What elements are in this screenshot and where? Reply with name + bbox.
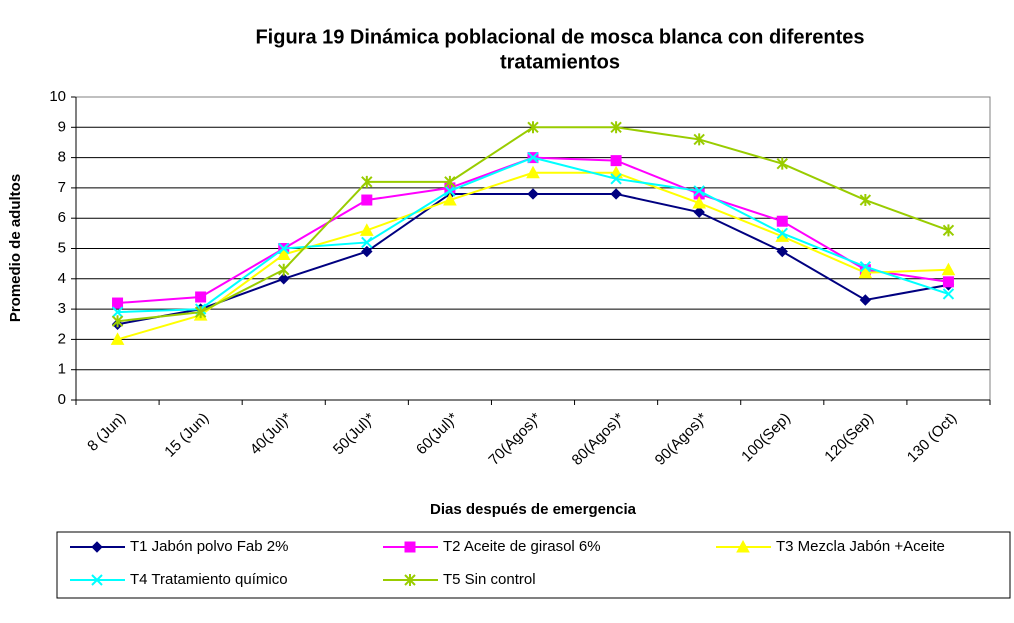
- legend-label: T3 Mezcla Jabón +Aceite: [776, 538, 945, 555]
- y-tick-label: 10: [49, 88, 66, 105]
- y-tick-label: 2: [58, 330, 66, 347]
- y-axis-title: Promedio de adultos: [7, 174, 24, 322]
- x-tick-label: 15 (Jun): [161, 410, 212, 461]
- marker: [361, 175, 373, 188]
- marker: [859, 294, 872, 306]
- marker: [858, 265, 873, 279]
- marker: [776, 157, 788, 170]
- y-tick-label: 1: [58, 361, 66, 378]
- x-tick-label: 40(Jul)*: [247, 409, 296, 458]
- marker: [444, 175, 456, 188]
- marker: [112, 297, 124, 309]
- marker: [527, 151, 539, 164]
- marker: [444, 185, 456, 197]
- y-tick-label: 3: [58, 300, 66, 317]
- legend-label: T2 Aceite de girasol 6%: [443, 538, 601, 555]
- marker: [776, 215, 788, 227]
- y-tick-label: 0: [58, 391, 66, 408]
- legend-label: T4 Tratamiento químico: [130, 571, 288, 588]
- series-line: [117, 192, 949, 326]
- marker: [526, 165, 540, 179]
- x-tick-label: 80(Agos)*: [569, 410, 628, 469]
- marker: [610, 155, 622, 167]
- marker: [276, 247, 291, 261]
- x-tick-label: 50(Jul)*: [330, 409, 379, 458]
- marker: [111, 315, 124, 328]
- marker: [278, 242, 290, 255]
- marker: [404, 574, 416, 586]
- marker: [359, 223, 374, 236]
- marker: [194, 306, 207, 319]
- marker: [195, 291, 207, 303]
- marker: [361, 245, 373, 258]
- x-axis-title: Dias después de emergencia: [430, 501, 637, 518]
- x-tick-label: 8 (Jun): [84, 410, 129, 455]
- marker: [610, 121, 622, 134]
- marker: [693, 185, 705, 197]
- marker: [692, 196, 707, 209]
- y-tick-label: 6: [58, 209, 66, 226]
- x-tick-label: 100(Sep): [738, 410, 794, 466]
- marker: [942, 224, 955, 237]
- marker: [776, 227, 788, 240]
- marker: [361, 236, 373, 249]
- marker: [527, 121, 539, 134]
- y-tick-label: 8: [58, 149, 66, 166]
- chart-title: Figura 19 Dinámica poblacional de mosca …: [255, 26, 864, 48]
- marker: [859, 194, 872, 207]
- y-tick-label: 7: [58, 179, 66, 196]
- y-tick-label: 9: [58, 118, 66, 135]
- marker: [942, 288, 955, 300]
- x-tick-label: 60(Jul)*: [413, 409, 462, 458]
- marker: [942, 276, 954, 288]
- x-tick-label: 90(Agos)*: [652, 410, 711, 469]
- marker: [859, 260, 872, 273]
- marker: [278, 273, 290, 285]
- x-tick-label: 70(Agos)*: [485, 410, 544, 469]
- x-tick-label: 120(Sep): [821, 410, 877, 466]
- marker: [91, 574, 103, 586]
- marker: [941, 262, 956, 276]
- marker: [278, 263, 290, 276]
- legend-label: T5 Sin control: [443, 571, 536, 588]
- marker: [443, 192, 457, 206]
- marker: [610, 188, 622, 200]
- marker: [91, 541, 103, 553]
- marker: [610, 173, 622, 185]
- x-tick-label: 130 (Oct): [904, 410, 960, 466]
- legend-label: T1 Jabón polvo Fab 2%: [130, 538, 288, 555]
- marker: [111, 306, 124, 318]
- marker: [527, 188, 539, 200]
- y-tick-label: 4: [58, 270, 66, 287]
- y-tick-label: 5: [58, 239, 66, 256]
- marker: [361, 194, 373, 206]
- chart-title: tratamientos: [500, 51, 620, 73]
- marker: [404, 541, 416, 553]
- series-line: [117, 156, 949, 305]
- marker: [736, 539, 750, 553]
- legend-box: [56, 531, 1011, 599]
- marker: [776, 245, 788, 258]
- marker: [110, 332, 125, 345]
- marker: [693, 133, 705, 146]
- marker: [693, 206, 705, 218]
